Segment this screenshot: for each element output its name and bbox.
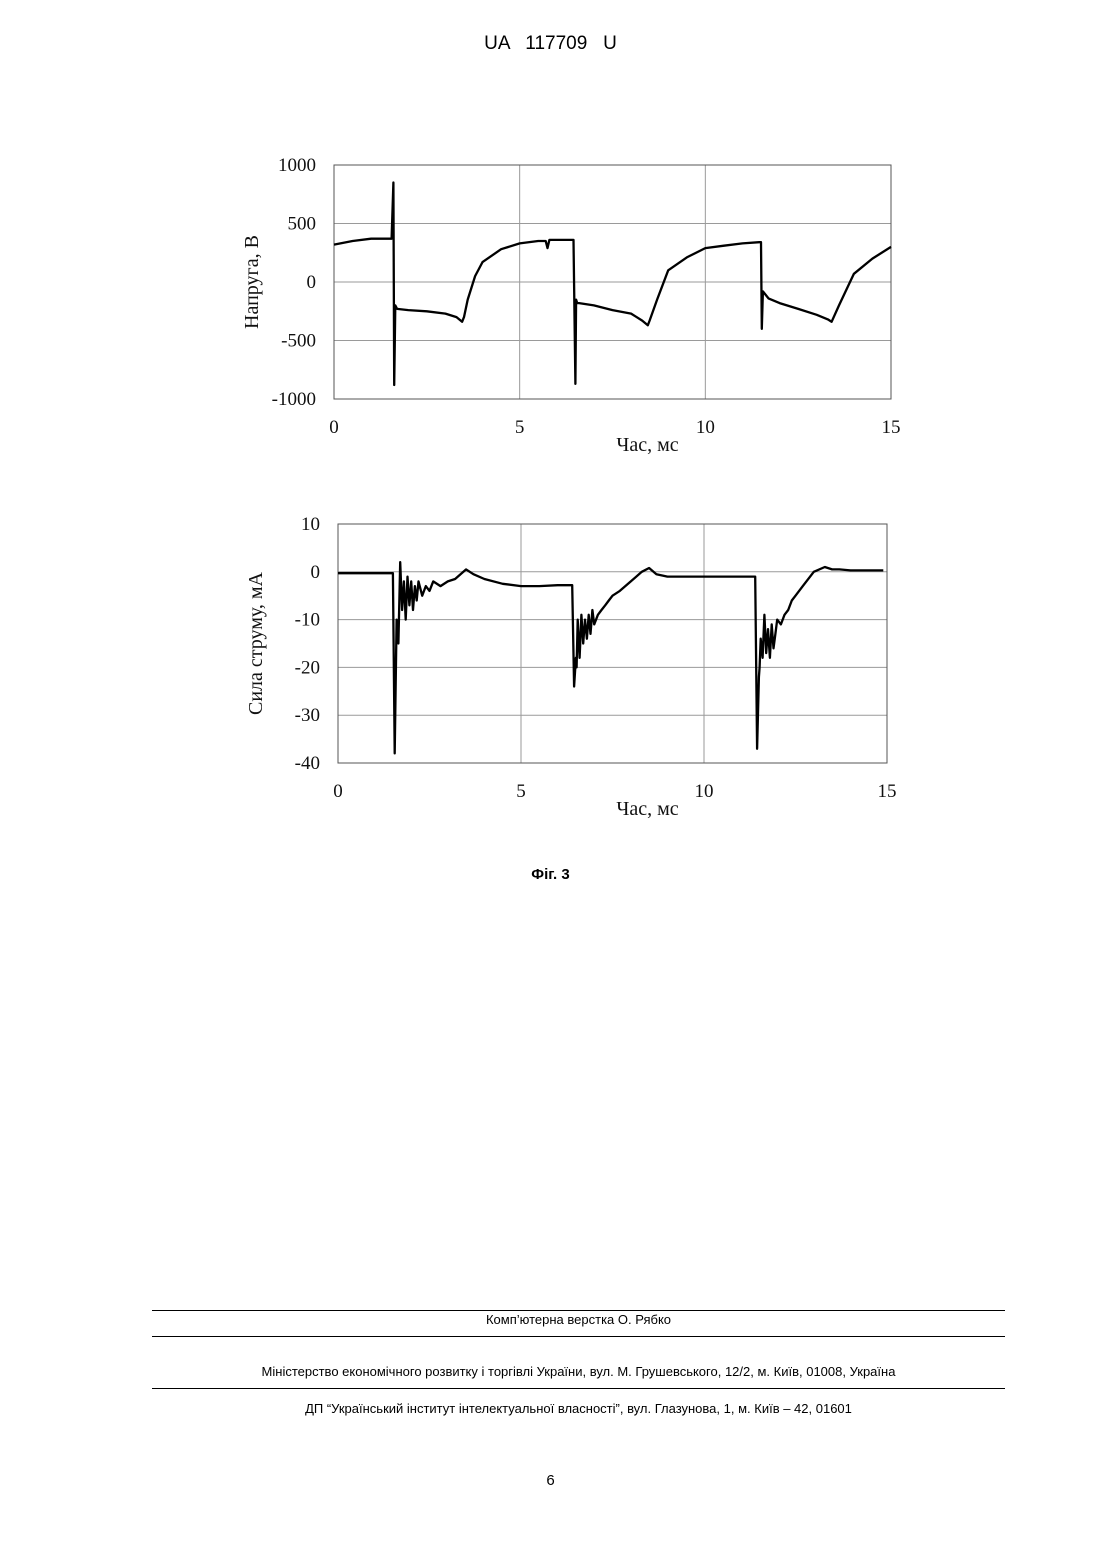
y-axis-label: Напруга, В [241,235,263,329]
footer-institute-address: ДП “Український інститут інтелектуальної… [152,1401,1005,1416]
plot-frame [338,524,887,763]
x-tick-label: 5 [516,781,526,802]
x-tick-label: 0 [333,781,343,802]
y-tick-label: -40 [295,753,320,774]
x-tick-label: 5 [515,417,525,438]
x-tick-label: 15 [882,417,901,438]
footer-rule-bottom [152,1388,1005,1389]
x-axis-label: Час, мс [616,798,678,820]
x-tick-label: 0 [329,417,339,438]
footer-rule-top [152,1310,1005,1311]
document-number: UA 117709 U [0,33,1101,55]
y-tick-label: -500 [281,331,316,352]
x-tick-label: 15 [878,781,897,802]
current-chart: 10 0 -10 -20 -30 -40 0 5 10 15 Час, мс Сила струму,… [0,500,1101,830]
x-tick-label: 10 [695,781,714,802]
y-tick-label: 10 [301,514,320,535]
y-tick-label: -20 [295,657,320,678]
footer-typeset-credit: Комп’ютерна верстка О. Рябко [152,1312,1005,1327]
y-axis-label: Сила струму, мА [245,571,267,715]
y-tick-label: 0 [311,562,321,583]
footer-rule-middle [152,1336,1005,1337]
y-tick-label: -1000 [272,389,316,410]
y-tick-label: 1000 [278,155,316,176]
y-tick-label: 0 [307,272,317,293]
series-line [338,562,883,753]
y-tick-label: -30 [295,705,320,726]
series-line [334,183,891,386]
y-tick-label: -10 [295,610,320,631]
footer-ministry-address: Міністерство економічного розвитку і тор… [152,1364,1005,1379]
voltage-chart: 1000 500 0 -500 -1000 0 5 10 15 Час, мс Напруга, В [0,140,1101,470]
figure-caption: Фіг. 3 [0,866,1101,883]
page-number: 6 [0,1472,1101,1489]
x-tick-label: 10 [696,417,715,438]
x-axis-label: Час, мс [616,434,678,456]
y-tick-label: 500 [288,214,317,235]
